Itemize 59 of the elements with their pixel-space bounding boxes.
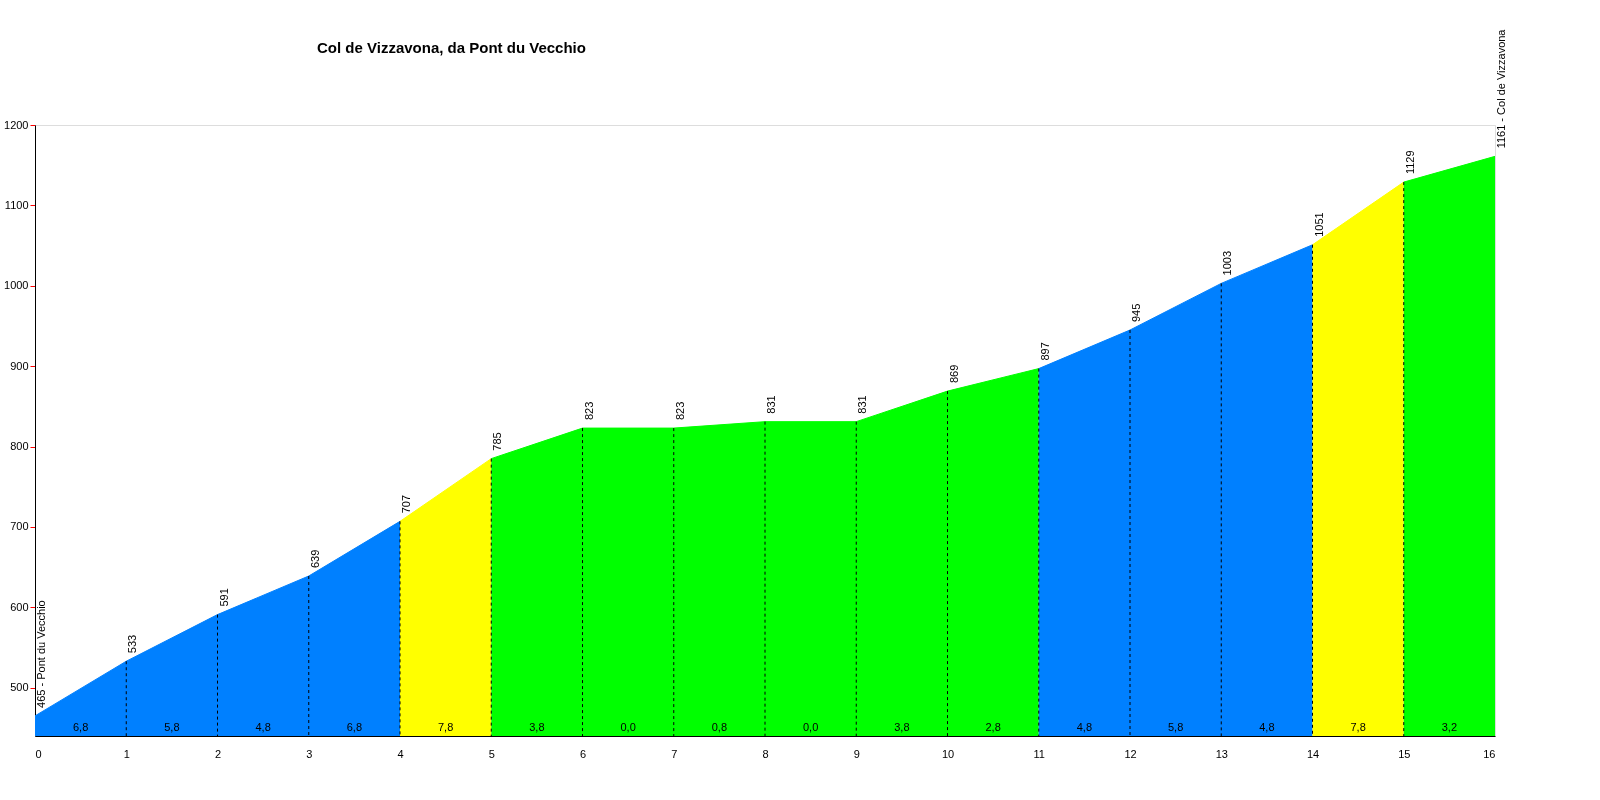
- y-tick-label: 900: [10, 359, 29, 372]
- data-label: 945: [1130, 303, 1142, 323]
- y-tick-label: 500: [10, 681, 29, 694]
- data-label: 591: [217, 588, 230, 607]
- x-tick-label: 3: [306, 747, 313, 760]
- annotation: 0,0: [802, 721, 819, 733]
- x-tick-label: 15: [1398, 747, 1411, 760]
- x-tick-label: 13: [1215, 747, 1228, 760]
- data-label: 1161 - Col de Vizzavona: [1495, 28, 1507, 149]
- annotation: 5,8: [1167, 721, 1184, 733]
- x-tick-label: 16: [1483, 747, 1496, 760]
- y-tick-label: 600: [10, 600, 29, 613]
- annotation: 6,8: [72, 721, 89, 733]
- chart-title: Col de Vizzavona, da Pont du Vecchio: [317, 39, 586, 56]
- data-label: 823: [673, 401, 686, 421]
- x-tick-label: 1: [123, 747, 130, 760]
- annotation: 4,8: [1076, 721, 1093, 733]
- data-label: 785: [491, 432, 504, 451]
- y-tick-label: 1000: [4, 279, 29, 292]
- data-label: 831: [765, 395, 777, 414]
- data-label: 639: [308, 549, 321, 569]
- y-tick-label: 800: [10, 440, 29, 453]
- data-label: 831: [856, 395, 869, 414]
- annotation: 3,2: [1441, 721, 1458, 733]
- x-tick-label: 7: [671, 747, 678, 760]
- x-tick-label: 2: [214, 747, 222, 760]
- x-tick-label: 4: [397, 747, 404, 760]
- x-tick-label: 0: [35, 747, 42, 760]
- data-label: 533: [126, 634, 139, 654]
- annotation: 6,8: [346, 721, 363, 733]
- x-tick-label: 9: [853, 747, 860, 760]
- annotation: 7,8: [437, 721, 454, 733]
- data-label: 823: [582, 401, 595, 421]
- annotation: 5,8: [164, 721, 180, 733]
- data-label: 869: [947, 364, 960, 384]
- x-tick-label: 10: [941, 747, 955, 760]
- data-label: 1051: [1312, 212, 1325, 237]
- x-tick-label: 5: [488, 747, 495, 760]
- data-label: 465 - Pont du Vecchio: [35, 600, 47, 708]
- x-tick-label: 8: [762, 747, 769, 760]
- annotation: 7,8: [1350, 721, 1366, 733]
- data-label: 707: [400, 494, 412, 514]
- x-tick-label: 14: [1306, 747, 1320, 760]
- data-label: 1003: [1221, 250, 1234, 276]
- y-tick-label: 1200: [4, 118, 29, 131]
- annotation: 0,0: [620, 721, 636, 733]
- x-tick-label: 6: [579, 747, 587, 760]
- annotation: 4,8: [1259, 721, 1275, 733]
- x-tick-label: 12: [1124, 747, 1137, 760]
- annotation: 0,8: [711, 721, 728, 733]
- annotation: 2,8: [985, 721, 1001, 733]
- annotation: 3,8: [894, 721, 910, 733]
- y-tick-label: 700: [10, 520, 29, 533]
- annotation: 4,8: [255, 721, 271, 733]
- x-tick-label: 11: [1033, 747, 1045, 760]
- data-label: 897: [1038, 342, 1051, 361]
- annotation: 3,8: [529, 721, 545, 733]
- y-tick-label: 1100: [4, 198, 29, 211]
- data-label: 1129: [1403, 150, 1416, 175]
